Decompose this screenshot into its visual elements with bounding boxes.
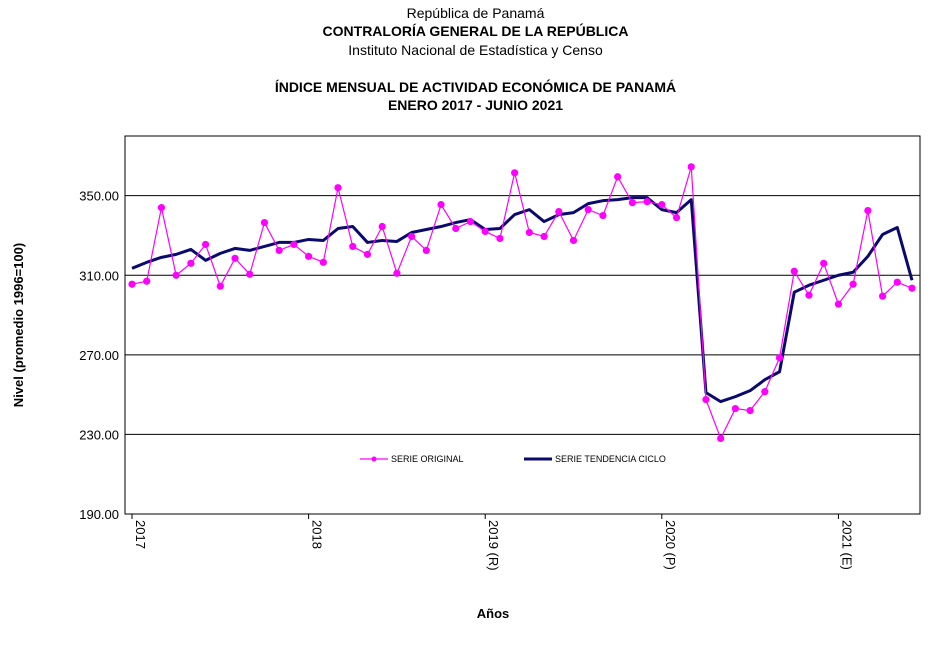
original-point [849, 280, 857, 288]
original-point [775, 354, 784, 362]
original-point [466, 217, 475, 226]
original-point [128, 280, 136, 288]
original-point [231, 254, 239, 262]
original-point [834, 300, 843, 308]
original-point [349, 242, 357, 251]
original-point [672, 213, 681, 222]
original-point [143, 277, 151, 285]
legend: SERIE ORIGINAL SERIE TENDENCIA CICLO [360, 454, 666, 464]
x-tick-label: 2020 (P) [663, 520, 678, 570]
original-point [864, 207, 872, 215]
legend-original-marker [371, 456, 377, 462]
original-point [702, 396, 710, 404]
original-point [334, 184, 342, 192]
original-point [658, 201, 666, 209]
x-tick-label: 2017 [133, 520, 148, 549]
original-point [746, 406, 754, 415]
original-point [584, 206, 592, 214]
original-point [893, 278, 901, 286]
original-point [319, 258, 327, 266]
original-point [378, 222, 386, 231]
y-tick-label: 230.00 [79, 427, 119, 442]
gridlines [125, 195, 920, 435]
x-axis-title: Años [477, 606, 510, 621]
original-point [878, 292, 887, 300]
original-point [408, 232, 416, 241]
legend-trend-label: SERIE TENDENCIA CICLO [555, 454, 666, 464]
y-tick-label: 270.00 [79, 348, 119, 363]
x-tick-label: 2018 [310, 520, 325, 549]
original-point [172, 271, 180, 279]
original-point [820, 259, 828, 267]
plot-area [124, 135, 921, 515]
y-tick-label: 350.00 [79, 189, 119, 204]
series-original [128, 163, 916, 442]
original-point [187, 259, 195, 267]
original-line [131, 166, 913, 440]
original-point [511, 169, 519, 177]
original-point [157, 204, 166, 212]
original-point [275, 246, 283, 254]
original-point [628, 199, 636, 207]
header-country: República de Panamá [406, 5, 545, 21]
original-point [555, 208, 563, 216]
original-point [643, 198, 651, 206]
y-tick-label: 190.00 [79, 507, 119, 522]
original-point [569, 236, 578, 245]
original-point [761, 388, 769, 396]
header-institute: Instituto Nacional de Estadística y Cens… [348, 42, 603, 58]
original-point [393, 269, 401, 277]
original-point [525, 228, 533, 237]
y-axis-title: Nivel (promedio 1996=100) [11, 243, 26, 407]
header-institution: CONTRALORÍA GENERAL DE LA REPÚBLICA [322, 23, 629, 39]
x-tick-label: 2021 (E) [839, 520, 854, 570]
original-point [908, 284, 916, 292]
original-point [599, 211, 607, 220]
original-point [481, 227, 489, 236]
original-point [305, 252, 313, 260]
original-point [790, 267, 798, 275]
original-point [452, 224, 460, 233]
original-point [731, 404, 739, 413]
original-point [422, 246, 430, 254]
x-tick-label: 2019 (R) [486, 520, 501, 571]
y-axis-ticks: 190.00 230.00 270.00 310.00 350.00 [79, 189, 119, 522]
chart-title: ÍNDICE MENSUAL DE ACTIVIDAD ECONÓMICA DE… [274, 79, 677, 95]
original-point [540, 232, 548, 241]
original-point [496, 234, 504, 243]
original-point [614, 173, 622, 181]
original-point [216, 282, 224, 290]
original-point [437, 201, 445, 209]
original-point [201, 240, 210, 249]
x-axis-ticks: 2017 2018 2019 (R) 2020 (P) 2021 (E) [131, 514, 854, 571]
original-point [246, 270, 254, 278]
original-point [805, 291, 813, 299]
chart-subtitle: ENERO 2017 - JUNIO 2021 [387, 97, 564, 113]
original-point [290, 240, 298, 249]
original-point [363, 250, 372, 258]
original-point [717, 434, 725, 442]
original-point [687, 163, 695, 171]
legend-original-label: SERIE ORIGINAL [391, 454, 464, 464]
original-point [260, 218, 269, 227]
y-tick-label: 310.00 [79, 268, 119, 283]
